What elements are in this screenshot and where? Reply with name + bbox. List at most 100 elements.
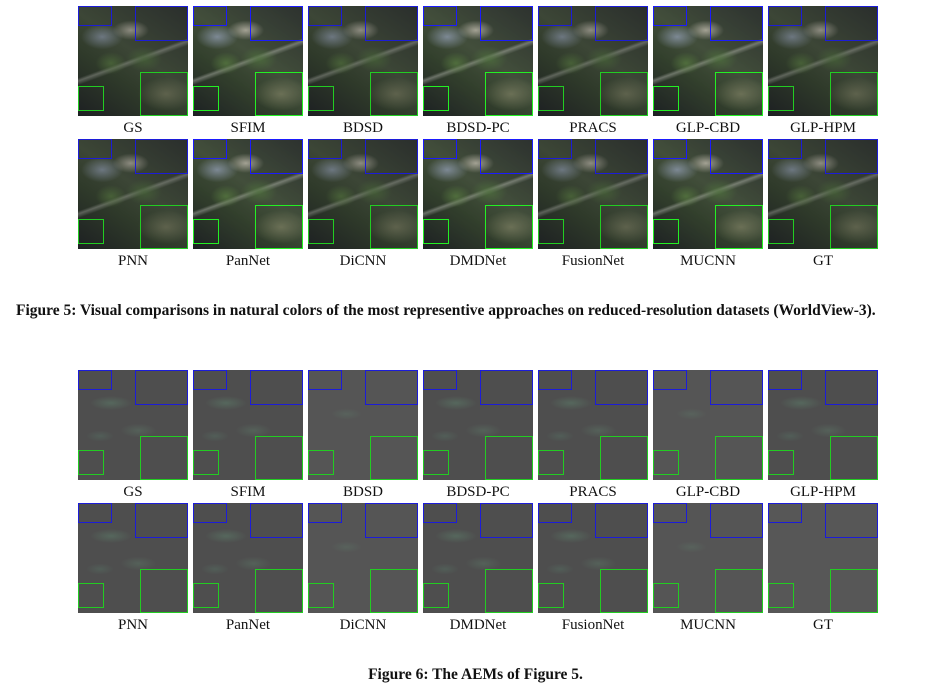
figure6-image-dmdnet [423, 503, 533, 613]
zoom-box-green [830, 436, 878, 480]
figure6-image-glp-hpm [768, 370, 878, 480]
zoom-box-green [193, 450, 219, 475]
zoom-box-green [538, 450, 564, 475]
zoom-box-green [830, 72, 878, 116]
figure5-image-bdsd-pc [423, 6, 533, 116]
zoom-box-green [423, 583, 449, 608]
zoom-box-blue [365, 6, 418, 41]
zoom-box-green [423, 450, 449, 475]
figure5-image-bdsd [308, 6, 418, 116]
figure6-label-pnn: PNN [117, 617, 148, 633]
figure5-label-dmdnet: DMDNet [449, 253, 507, 269]
zoom-box-green [255, 72, 303, 116]
zoom-box-green [768, 219, 794, 244]
zoom-box-green [255, 205, 303, 249]
figure5-image-fusionnet [538, 139, 648, 249]
figure6-label-fusionnet: FusionNet [561, 617, 625, 633]
figure5-image-dicnn [308, 139, 418, 249]
zoom-box-blue [480, 6, 533, 41]
figure-6-row-1-labels: GS SFIM BDSD BDSD-PC PRACS GLP-CBD GLP-HPM [78, 481, 879, 503]
zoom-box-green [423, 219, 449, 244]
zoom-box-blue [768, 139, 802, 159]
zoom-box-blue [710, 6, 763, 41]
zoom-box-blue [710, 139, 763, 174]
zoom-box-blue [135, 139, 188, 174]
zoom-box-green [653, 450, 679, 475]
zoom-box-green [715, 569, 763, 613]
zoom-box-blue [250, 503, 303, 538]
zoom-box-green [370, 205, 418, 249]
zoom-box-green [308, 450, 334, 475]
zoom-box-green [193, 86, 219, 111]
zoom-box-green [538, 86, 564, 111]
zoom-box-green [653, 583, 679, 608]
zoom-box-green [485, 436, 533, 480]
zoom-box-blue [768, 370, 802, 390]
zoom-box-green [830, 569, 878, 613]
figure6-image-pracs [538, 370, 648, 480]
zoom-box-blue [538, 503, 572, 523]
zoom-box-green [370, 436, 418, 480]
zoom-box-blue [653, 503, 687, 523]
figure6-image-dicnn [308, 503, 418, 613]
zoom-box-blue [78, 503, 112, 523]
zoom-box-blue [365, 503, 418, 538]
zoom-box-blue [538, 370, 572, 390]
zoom-box-blue [308, 503, 342, 523]
zoom-box-blue [193, 139, 227, 159]
zoom-box-blue [653, 139, 687, 159]
figure-5-row-2 [78, 139, 879, 250]
zoom-box-green [485, 72, 533, 116]
zoom-box-blue [135, 6, 188, 41]
figure5-label-dicnn: DiCNN [339, 253, 387, 269]
figure6-label-gt: GT [813, 617, 833, 633]
figure6-image-pnn [78, 503, 188, 613]
zoom-box-blue [308, 139, 342, 159]
zoom-box-blue [135, 503, 188, 538]
zoom-box-green [78, 219, 104, 244]
zoom-box-blue [78, 370, 112, 390]
figure-5-caption: Figure 5: Visual comparisons in natural … [16, 302, 876, 319]
zoom-box-blue [250, 370, 303, 405]
figure5-label-gt: GT [813, 253, 833, 269]
zoom-box-blue [595, 139, 648, 174]
zoom-box-green [423, 86, 449, 111]
figure5-image-gs [78, 6, 188, 116]
zoom-box-blue [480, 139, 533, 174]
zoom-box-green [600, 205, 648, 249]
zoom-box-green [538, 583, 564, 608]
zoom-box-green [768, 450, 794, 475]
figure5-label-glp-cbd: GLP-CBD [675, 120, 741, 136]
zoom-box-green [140, 72, 188, 116]
figure5-label-fusionnet: FusionNet [561, 253, 625, 269]
figure5-label-pannet: PanNet [225, 253, 271, 269]
zoom-box-green [193, 219, 219, 244]
figure-6-row-2-labels: PNN PanNet DiCNN DMDNet FusionNet MUCNN GT [78, 614, 879, 636]
figure5-image-glp-hpm [768, 6, 878, 116]
figure-5-row-1 [78, 6, 879, 117]
figure6-image-gt [768, 503, 878, 613]
zoom-box-blue [250, 139, 303, 174]
zoom-box-green [538, 219, 564, 244]
zoom-box-green [255, 569, 303, 613]
zoom-box-blue [480, 370, 533, 405]
figure6-label-bdsd: BDSD [342, 484, 383, 500]
zoom-box-green [600, 72, 648, 116]
figure5-label-mucnn: MUCNN [680, 253, 736, 269]
figure6-image-bdsd-pc [423, 370, 533, 480]
figure5-image-mucnn [653, 139, 763, 249]
zoom-box-blue [825, 370, 878, 405]
figure-5: GS SFIM BDSD BDSD-PC PRACS GLP-CBD GLP-HPM PNN… [78, 6, 879, 272]
figure6-label-gs: GS [123, 484, 143, 500]
figure5-image-pnn [78, 139, 188, 249]
zoom-box-green [308, 219, 334, 244]
zoom-box-blue [423, 139, 457, 159]
figure6-label-mucnn: MUCNN [680, 617, 736, 633]
figure5-label-pnn: PNN [117, 253, 148, 269]
zoom-box-blue [193, 503, 227, 523]
figure5-label-bdsd: BDSD [342, 120, 383, 136]
zoom-box-blue [423, 503, 457, 523]
zoom-box-blue [423, 6, 457, 26]
figure-6-row-2 [78, 503, 879, 614]
zoom-box-blue [250, 6, 303, 41]
